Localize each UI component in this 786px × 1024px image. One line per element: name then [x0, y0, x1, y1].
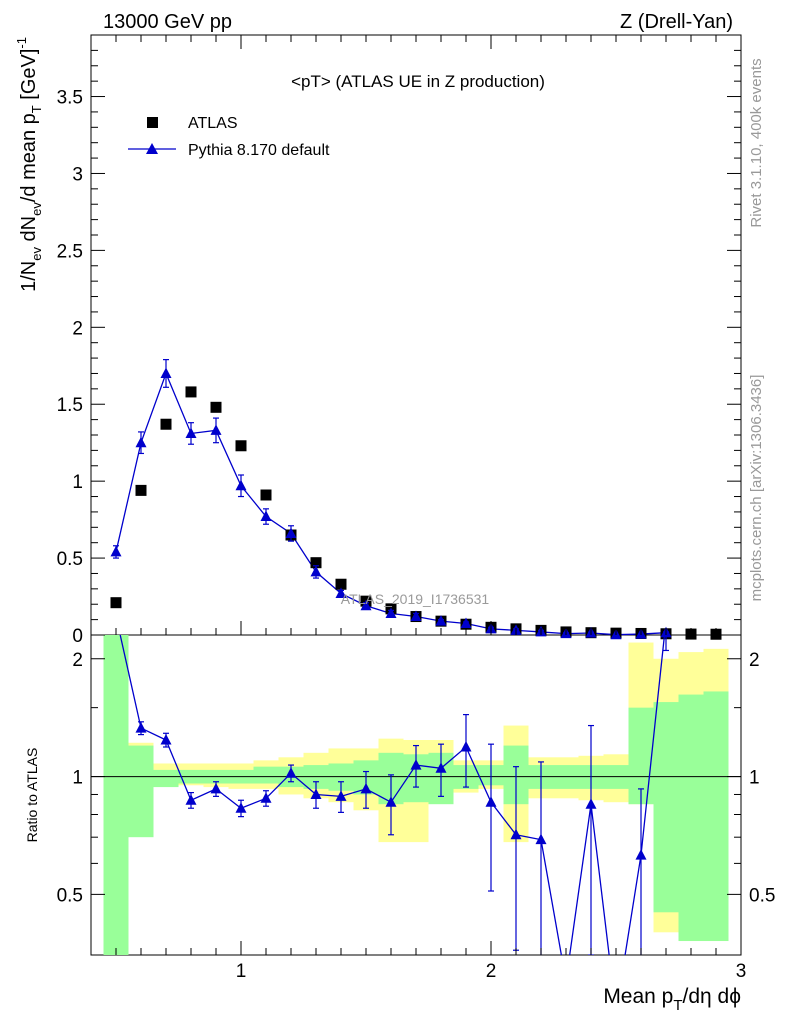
ratio-point [335, 790, 347, 801]
ratio-axis-label: Ratio to ATLAS [24, 748, 40, 843]
x-tick-label: 1 [236, 961, 247, 982]
ratio-point [310, 788, 322, 799]
data-point [110, 597, 122, 609]
mc-point [335, 587, 347, 598]
green-band [678, 694, 704, 942]
mcplots-label: mcplots.cern.ch [arXiv:1306.3436] [748, 375, 765, 602]
ratio-point [410, 759, 422, 770]
mc-point [385, 607, 397, 618]
x-tick-label: 3 [736, 961, 747, 982]
mc-point [110, 545, 122, 557]
ratio-tick-label: 2 [72, 650, 83, 671]
plot-title: <pT> (ATLAS UE in Z production) [291, 72, 545, 91]
ratio-point [385, 796, 397, 807]
mc-point [460, 617, 472, 628]
header-left: 13000 GeV pp [103, 11, 232, 33]
green-band [128, 745, 154, 838]
green-band [628, 707, 654, 805]
watermark: ATLAS_2019_I1736531 [341, 591, 490, 607]
green-band [253, 766, 279, 784]
header-right: Z (Drell-Yan) [620, 11, 733, 33]
data-point [335, 578, 347, 590]
data-point [260, 489, 272, 501]
data-point [310, 557, 322, 569]
y-tick-label: 2 [72, 318, 83, 339]
data-point [210, 401, 222, 413]
ratio-plot [119, 635, 669, 955]
ratio-point [510, 828, 522, 840]
y-tick-label: 1 [72, 472, 83, 493]
mc-point [185, 427, 197, 438]
mc-point [160, 367, 172, 378]
mc-point [285, 527, 297, 538]
y-tick-label: 0 [72, 626, 83, 647]
data-point [160, 418, 172, 430]
ratio-point [360, 782, 372, 794]
green-band [653, 702, 679, 913]
ratio-tick-label: 1 [72, 768, 83, 789]
mc-point [410, 610, 422, 622]
legend-data-label: ATLAS [188, 115, 238, 132]
ratio-point [135, 722, 147, 733]
mc-point [360, 599, 372, 611]
ratio-point [235, 802, 247, 813]
mc-point [260, 510, 272, 522]
mc-point [235, 479, 247, 491]
ratio-point [285, 767, 297, 778]
ratio-point [185, 794, 197, 805]
mc-point [210, 424, 222, 435]
y-tick-label: 3.5 [57, 88, 83, 109]
ratio-point [260, 792, 272, 803]
ratio-point [585, 798, 597, 809]
ratio-tick-label-right: 0.5 [749, 885, 775, 906]
ratio-point [485, 796, 497, 807]
ratio-tick-label: 0.5 [57, 885, 83, 906]
data-point [235, 440, 247, 452]
legend-mc-marker [146, 143, 158, 154]
ratio-tick-label-right: 1 [749, 768, 760, 789]
y-axis-label: 1/Nev dNev/d mean pT [GeV]-1 [14, 37, 44, 292]
legend-data-marker [147, 117, 158, 128]
mc-point [435, 615, 447, 626]
green-band [103, 635, 129, 955]
rivet-label: Rivet 3.1.10, 400k events [748, 58, 765, 227]
ratio-tick-label-right: 2 [749, 650, 760, 671]
ratio-point [460, 741, 472, 752]
data-point [185, 386, 197, 398]
ratio-point [535, 833, 547, 845]
y-tick-label: 0.5 [57, 549, 83, 570]
green-band [153, 769, 179, 788]
axes: 0 0.5 1 1.5 2 2.5 3 3.5 1 2 3 0.5 0.5 1 1 2 2 [57, 35, 775, 982]
x-axis-label: Mean pT/dη dϕ [603, 985, 741, 1014]
mc-point [135, 436, 147, 448]
legend-mc-label: Pythia 8.170 default [188, 142, 330, 159]
ratio-point [635, 849, 647, 860]
ratio-point [160, 734, 172, 745]
ratio-point [435, 762, 447, 773]
legend: ATLAS Pythia 8.170 default [128, 115, 330, 159]
ratio-point [210, 782, 222, 794]
y-tick-label: 3 [72, 164, 83, 185]
x-tick-label: 2 [486, 961, 497, 982]
green-band [703, 691, 729, 942]
y-tick-label: 2.5 [57, 241, 83, 262]
y-tick-label: 1.5 [57, 395, 83, 416]
mc-point [310, 565, 322, 577]
data-point [135, 484, 147, 496]
